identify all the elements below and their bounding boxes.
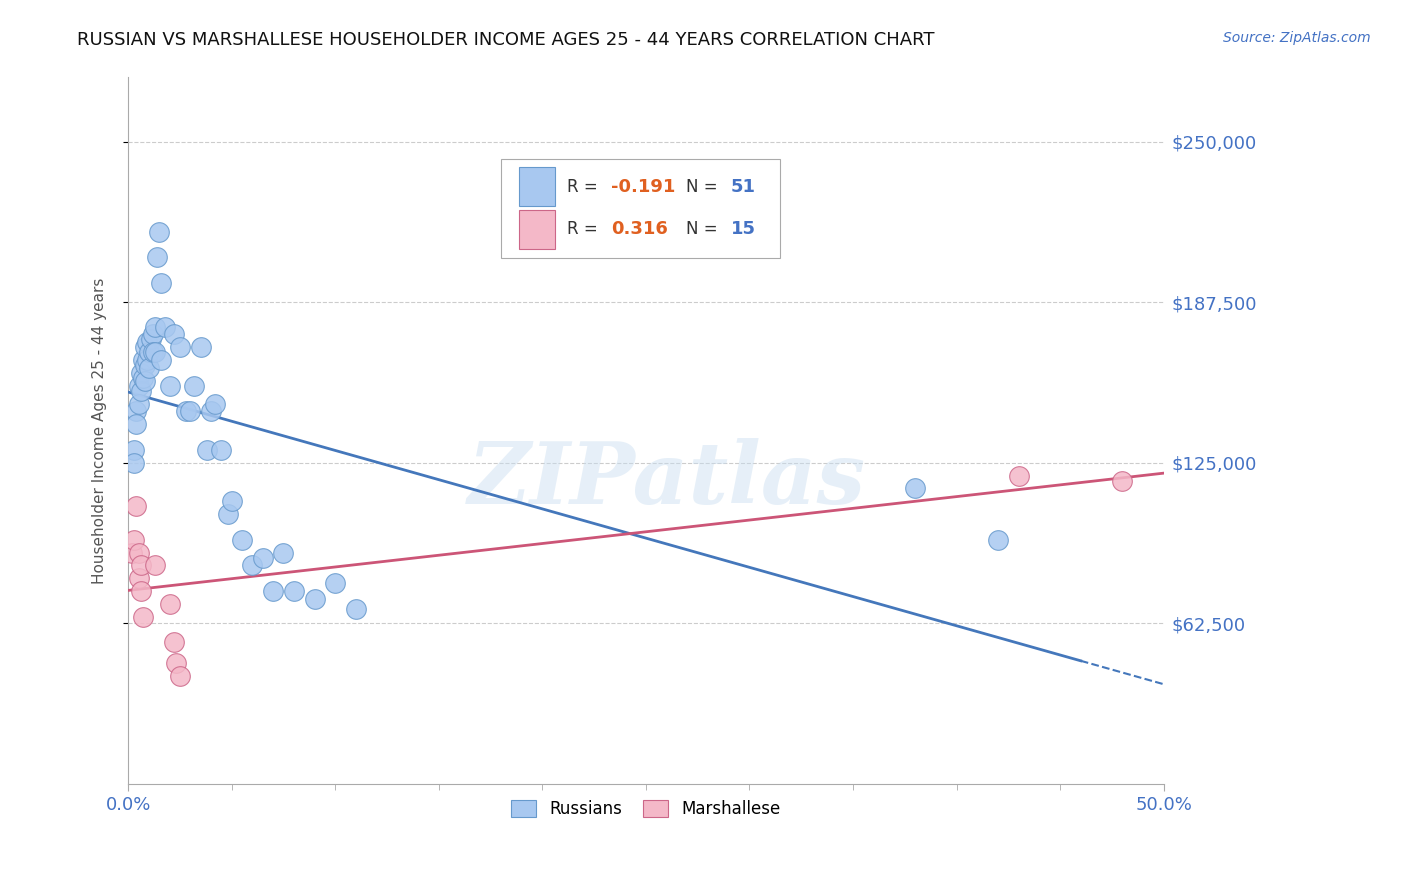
Point (134, 358, 156, 372)
Point (242, 558, 264, 573)
Point (304, 591, 326, 606)
Point (138, 345, 160, 359)
Point (128, 396, 150, 410)
Text: 0.316: 0.316 (610, 220, 668, 238)
Point (231, 533, 253, 547)
Point (131, 353, 153, 368)
Point (163, 327, 186, 342)
Point (129, 384, 152, 398)
Point (987, 533, 1010, 547)
Text: 51: 51 (731, 178, 756, 196)
Point (344, 602, 367, 616)
Point (128, 378, 150, 392)
Point (159, 378, 181, 392)
Point (195, 442, 218, 457)
Point (124, 442, 146, 457)
Legend: Russians, Marshallese: Russians, Marshallese (505, 793, 787, 825)
Point (146, 250, 169, 264)
Point (142, 345, 165, 359)
Point (143, 558, 166, 573)
Point (134, 340, 156, 354)
Point (190, 340, 212, 354)
Point (262, 584, 284, 599)
Point (159, 597, 181, 611)
Point (179, 404, 201, 418)
Text: N =: N = (686, 220, 723, 238)
Point (283, 584, 305, 599)
Point (135, 334, 157, 349)
Text: N =: N = (686, 178, 723, 196)
Text: -0.191: -0.191 (610, 178, 675, 196)
Point (143, 345, 166, 359)
Point (155, 319, 177, 334)
FancyBboxPatch shape (501, 159, 780, 258)
Point (252, 550, 274, 565)
Point (128, 545, 150, 559)
FancyBboxPatch shape (519, 210, 555, 249)
Point (200, 404, 222, 418)
Point (129, 558, 152, 573)
Text: 15: 15 (731, 220, 756, 238)
Point (150, 276, 173, 290)
Point (169, 669, 191, 683)
Point (125, 500, 148, 514)
Point (221, 494, 243, 508)
Point (125, 404, 148, 418)
Point (150, 353, 173, 368)
Point (124, 456, 146, 470)
Point (135, 353, 157, 368)
Text: R =: R = (567, 220, 603, 238)
Point (134, 374, 156, 388)
Point (209, 442, 232, 457)
Text: RUSSIAN VS MARSHALLESE HOUSEHOLDER INCOME AGES 25 - 44 YEARS CORRELATION CHART: RUSSIAN VS MARSHALLESE HOUSEHOLDER INCOM… (77, 31, 935, 49)
Point (273, 545, 295, 559)
Point (125, 417, 148, 432)
Point (148, 225, 170, 239)
Point (174, 404, 197, 418)
Point (131, 609, 153, 624)
Point (131, 371, 153, 385)
Point (204, 396, 226, 410)
Point (138, 360, 160, 375)
Y-axis label: Householder Income Ages 25 - 44 years: Householder Income Ages 25 - 44 years (93, 277, 107, 583)
Point (121, 545, 143, 559)
Point (1007, 468, 1029, 483)
Point (1111, 474, 1133, 488)
Text: Source: ZipAtlas.com: Source: ZipAtlas.com (1223, 31, 1371, 45)
Text: ZIPatlas: ZIPatlas (468, 438, 866, 522)
Point (904, 482, 927, 496)
Point (129, 584, 152, 599)
Point (128, 571, 150, 585)
Point (142, 327, 165, 342)
Point (165, 656, 187, 670)
Point (183, 378, 205, 392)
Point (163, 635, 186, 649)
Point (323, 576, 346, 591)
Point (129, 366, 152, 380)
Point (124, 533, 146, 547)
Text: R =: R = (567, 178, 603, 196)
Point (169, 340, 191, 354)
Point (217, 507, 239, 521)
Point (139, 333, 162, 347)
Point (143, 319, 166, 334)
FancyBboxPatch shape (519, 168, 555, 206)
